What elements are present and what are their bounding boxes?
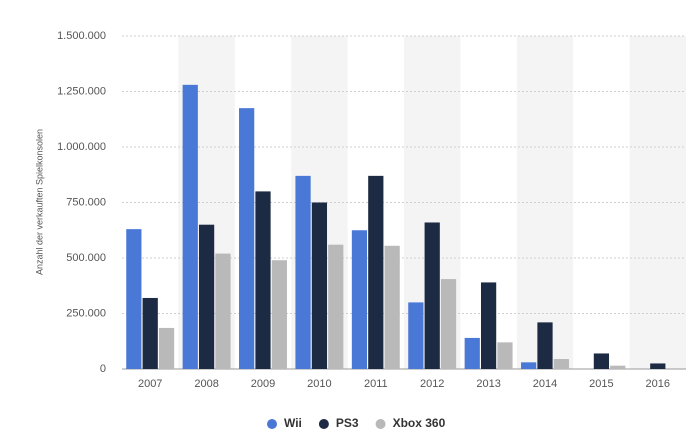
- y-tick-label: 1.000.000: [57, 141, 106, 153]
- bar: [311, 202, 328, 369]
- bar: [255, 191, 271, 369]
- legend-label: Wii: [284, 416, 302, 430]
- bar: [198, 224, 215, 369]
- bar: [158, 327, 175, 369]
- bar: [142, 297, 158, 369]
- bar: [182, 84, 198, 369]
- bar: [553, 359, 569, 369]
- bar: [126, 229, 142, 369]
- bar: [239, 108, 255, 370]
- x-tick-label: 2016: [646, 378, 670, 390]
- bar: [537, 322, 553, 369]
- bar: [497, 342, 513, 369]
- x-tick-label: 2007: [138, 378, 162, 390]
- y-tick-label: 1.250.000: [57, 85, 106, 97]
- bar: [368, 175, 384, 369]
- x-tick-label: 2009: [251, 378, 275, 390]
- x-tick-label: 2010: [307, 378, 331, 390]
- x-tick-label: 2012: [420, 378, 444, 390]
- bar: [328, 244, 344, 369]
- x-tick-label: 2011: [364, 378, 388, 390]
- bar: [271, 260, 287, 369]
- y-axis-label: Anzahl der verkauften Spielkonsolen: [34, 129, 44, 275]
- bar: [650, 363, 666, 369]
- x-tick-label: 2014: [533, 378, 557, 390]
- bar: [440, 279, 457, 369]
- bar: [295, 175, 311, 369]
- band-background: [516, 36, 574, 369]
- bar: [593, 353, 610, 369]
- legend-label: Xbox 360: [393, 416, 446, 430]
- y-tick-label: 1.500.000: [57, 30, 106, 42]
- bar: [480, 282, 497, 369]
- bar: [521, 362, 537, 369]
- bar: [384, 245, 400, 369]
- bar: [610, 365, 626, 369]
- bar: [215, 253, 231, 369]
- y-tick-label: 250.000: [66, 307, 106, 319]
- legend-label: PS3: [336, 416, 359, 430]
- x-tick-label: 2008: [194, 378, 218, 390]
- y-tick-label: 750.000: [66, 196, 106, 208]
- bar: [351, 230, 368, 369]
- bar: [464, 337, 480, 369]
- y-tick-label: 500.000: [66, 252, 106, 264]
- y-tick-label: 0: [100, 363, 106, 375]
- x-tick-label: 2015: [589, 378, 613, 390]
- legend-marker: [375, 419, 386, 429]
- x-tick-label: 2013: [476, 378, 500, 390]
- legend-marker: [267, 419, 277, 429]
- bar: [408, 302, 424, 369]
- bar: [424, 222, 440, 369]
- legend-marker: [318, 419, 329, 429]
- legend: Wii PS3 Xbox 360: [267, 416, 446, 430]
